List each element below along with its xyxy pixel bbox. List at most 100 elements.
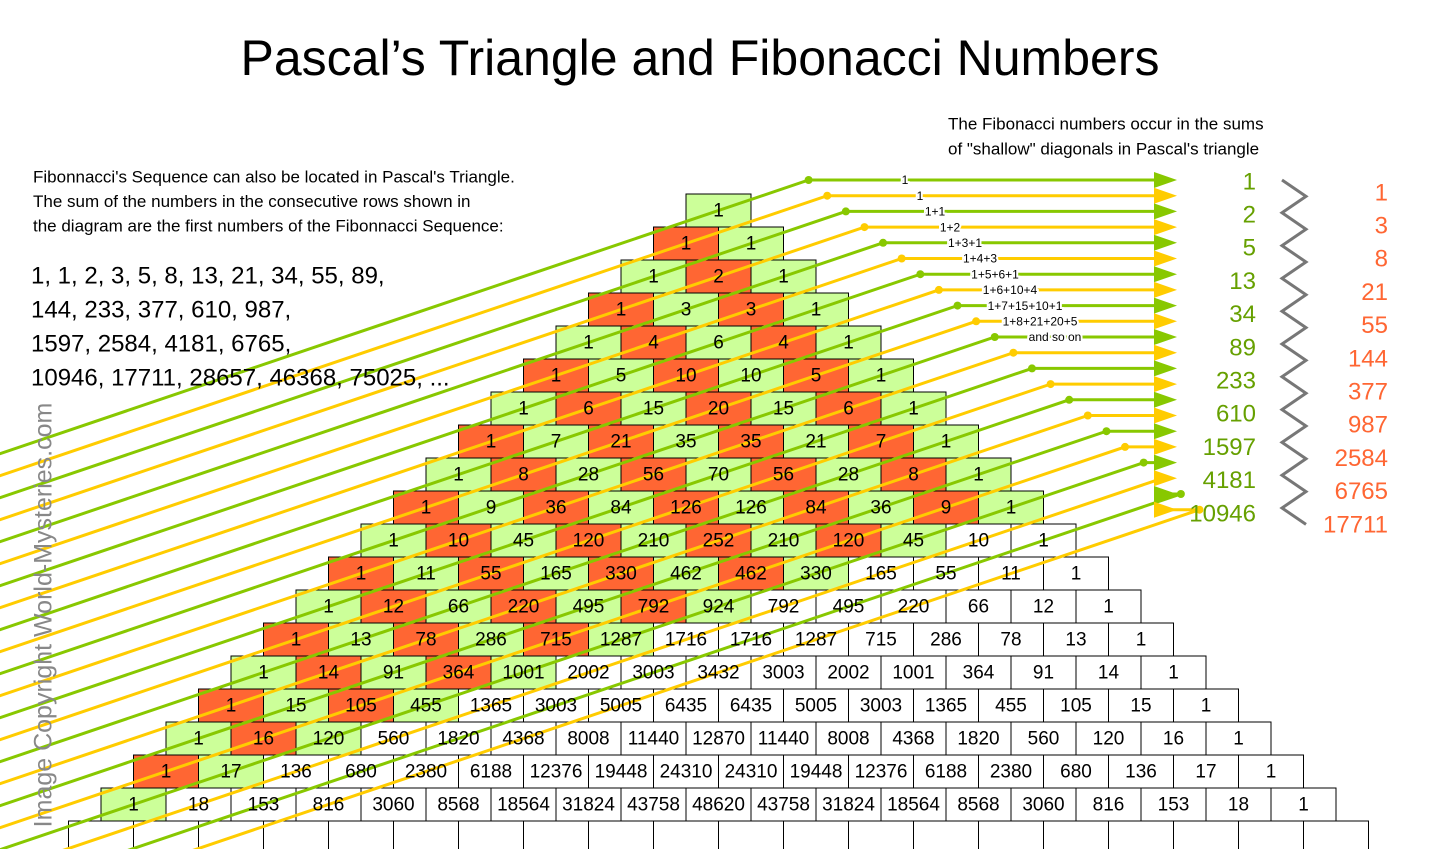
empty-cell [913,820,979,849]
cell [945,589,1012,624]
arrowhead [1154,360,1177,377]
fib-odd: 21 [1361,279,1388,306]
dot [953,301,962,310]
cell-number: 455 [410,696,442,717]
cell-number: 18564 [497,795,550,816]
cell-number: 56 [773,465,794,486]
arrowhead [1154,329,1177,345]
cell-number: 1 [486,432,497,453]
cell-number: 220 [508,597,540,618]
cell-number: 4368 [502,729,544,750]
empty-cell [458,820,524,849]
cell-number: 792 [638,597,670,618]
dot [1046,380,1055,389]
arrowhead [1154,407,1177,424]
cell-number: 1 [1136,630,1147,651]
cell [1108,688,1174,723]
cell-number: 330 [605,564,637,585]
cell [555,787,622,822]
cell-number: 45 [513,531,534,552]
fib-odd: 6765 [1335,478,1388,505]
cell-number: 1 [1201,696,1212,717]
cell-number: 8008 [567,729,609,750]
cell-number: 330 [800,564,832,585]
cell-number: 1 [713,201,724,222]
fib-odd: 987 [1348,412,1388,439]
cell-number: 6435 [730,696,772,717]
fib-odd: 1 [1375,179,1388,206]
cell [1075,589,1142,624]
intro-line: The sum of the numbers in the consecutiv… [33,192,471,211]
caption-line: of "shallow" diagonals in Pascal's trian… [948,139,1259,158]
dot [1009,348,1018,357]
cell-number: 3 [746,300,757,321]
cell [653,688,719,723]
cell-number: 560 [378,729,410,750]
fib-odd: 17711 [1323,511,1388,538]
intro-line: Fibonnacci's Sequence can also be locate… [33,167,515,186]
cell-number: 364 [963,663,995,684]
cell-number: 1 [291,630,302,651]
arrowhead [1154,266,1177,283]
cell-number: 18564 [887,795,940,816]
cell-number: 220 [898,597,930,618]
empty-cell [848,820,914,849]
cell [750,325,817,360]
fib-odd: 55 [1361,312,1388,339]
empty-cell [588,820,654,849]
cell-number: 13 [1065,630,1086,651]
cell-number: 14 [1098,663,1120,684]
cell [1238,754,1304,789]
cell-number: 560 [1028,729,1060,750]
cell-number: 495 [573,597,605,618]
fib-even: 1 [1243,168,1256,195]
cell-number: 120 [573,531,605,552]
cell [1140,655,1207,690]
cell-number: 24310 [660,762,713,783]
cell-number: 165 [865,564,897,585]
cell-number: 10 [968,531,989,552]
cell-number: 11440 [758,729,809,750]
arrowhead [1154,234,1177,251]
cell-number: 84 [610,498,632,519]
cell-number: 66 [968,597,989,618]
cell-number: 5 [616,366,627,387]
diagonal-label: 1+7+15+10+1 [988,299,1063,313]
empty-cell [1043,820,1109,849]
diagonal-lines [0,172,1204,849]
cell-number: 136 [280,762,312,783]
empty-cell [1303,820,1369,849]
cell-number: 165 [540,564,572,585]
cell-number: 1820 [437,729,479,750]
cell-number: 120 [833,531,865,552]
zigzag [1279,178,1309,526]
dot [1195,505,1204,514]
dot [934,285,943,294]
cell-number: 1287 [600,630,642,651]
cell [555,457,622,492]
cell-number: 6188 [470,762,512,783]
cell-number: 1 [1006,498,1017,519]
empty-cell [653,820,719,849]
cell-number: 17 [1195,762,1216,783]
cell-number: 105 [345,696,377,717]
arrowhead [1154,281,1177,298]
cell [880,655,947,690]
cell-number: 136 [1125,762,1157,783]
cell-number: 1 [843,333,854,354]
arrowhead [1154,250,1177,267]
cell-number: 2380 [405,762,447,783]
cell-number: 1 [941,432,952,453]
dot [841,207,850,216]
dot [1139,458,1148,467]
cell [1140,787,1207,822]
cell [588,754,654,789]
cell-number: 28 [838,465,859,486]
cell [978,622,1044,657]
dot [1176,490,1185,498]
diagonal-label: 1+5+6+1 [971,267,1019,281]
arrowhead [1154,438,1177,455]
cell [815,655,882,690]
cell-number: 462 [670,564,702,585]
cell-number: 78 [415,630,436,651]
